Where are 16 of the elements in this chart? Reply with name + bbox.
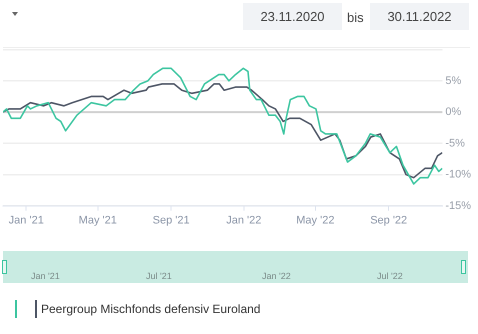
- y-tick-label: 5%: [445, 74, 462, 87]
- y-tick-label: -15%: [445, 200, 472, 212]
- date-field: 30.11.2022: [370, 3, 469, 30]
- legend-label: Peergroup Mischfonds defensiv Euroland: [41, 302, 260, 316]
- range-selector: Jan '21 Jul '21 Jan '22 Jul '22: [3, 251, 468, 283]
- y-tick-label: -5%: [445, 137, 466, 150]
- x-tick-label: Sep '22: [370, 214, 408, 226]
- date-field: 23.11.2020: [243, 3, 342, 30]
- y-tick-label: -10%: [445, 168, 472, 181]
- y-tick-label: 0%: [445, 106, 462, 118]
- x-tick-label: Jan '21: [8, 214, 44, 226]
- x-tick-label: May '22: [296, 214, 334, 226]
- text: bis: [347, 10, 364, 25]
- x-tick-label: Jan '22: [226, 214, 262, 226]
- x-tick-label: Sep '21: [152, 214, 190, 226]
- x-tick-label: May '21: [78, 214, 117, 226]
